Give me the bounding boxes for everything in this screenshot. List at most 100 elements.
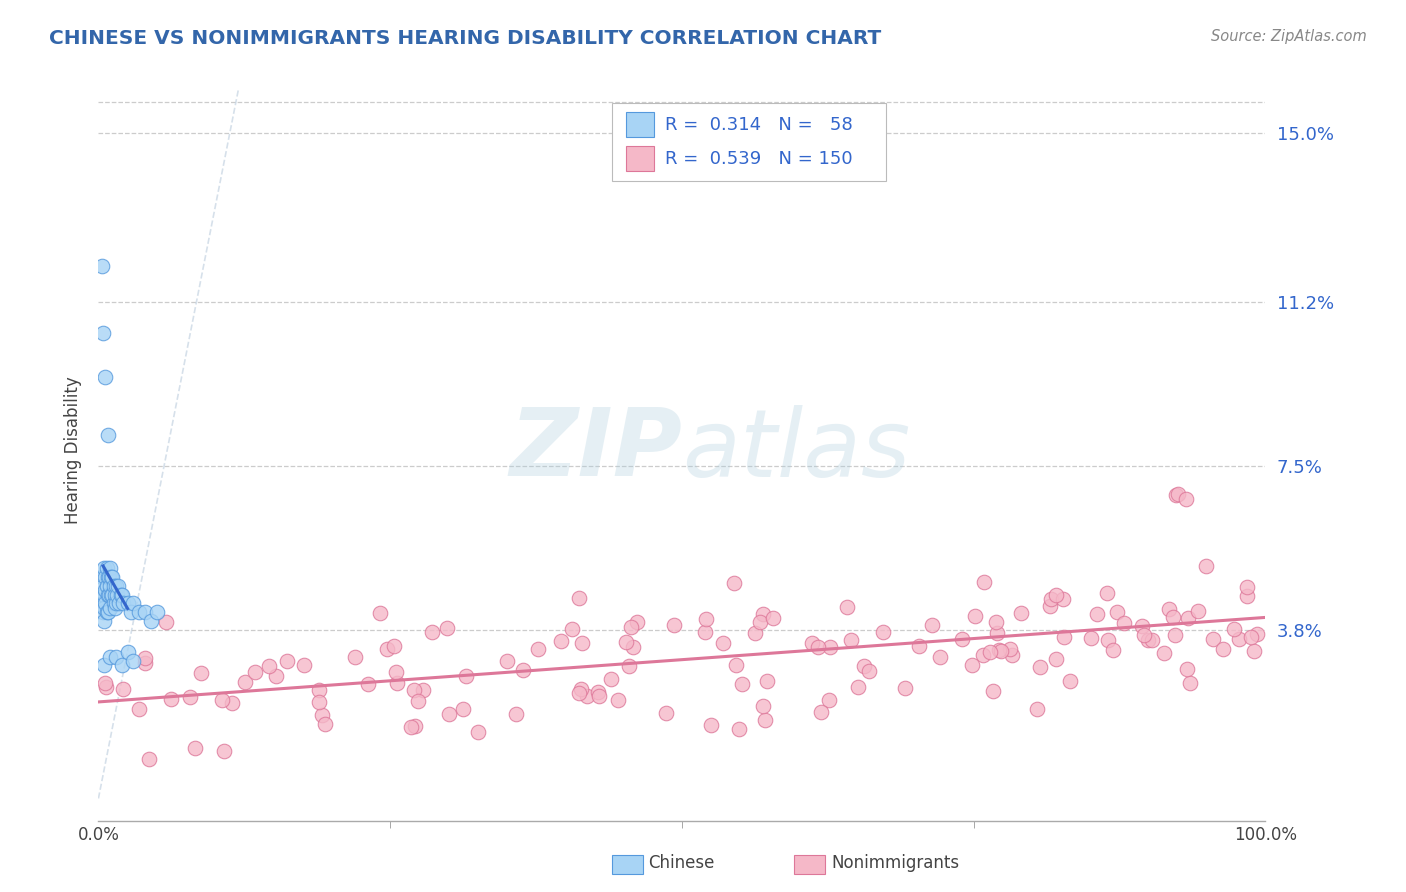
Point [1177,611,1199,625]
Point [981,684,1004,698]
Point [962,657,984,672]
Point [576,690,599,704]
Point [990,644,1012,658]
Point [94,583,117,598]
Point [117,596,139,610]
Point [292,657,315,672]
Point [810,705,832,719]
Point [1053,630,1076,644]
Point [190,665,212,680]
Point [179,690,201,704]
Point [93,614,115,628]
Point [846,680,869,694]
Point [1153,647,1175,661]
Point [620,620,643,634]
Point [1202,632,1225,646]
Point [94,570,117,584]
Point [1187,604,1209,618]
Point [800,636,823,650]
Point [1243,644,1265,658]
Point [820,640,842,655]
Point [308,695,330,709]
Point [94,596,117,610]
Point [921,618,943,632]
Point [727,722,749,736]
Point [100,570,122,584]
Point [1052,592,1074,607]
Point [588,690,610,704]
Point [752,607,775,622]
Point [107,579,129,593]
Point [134,656,156,670]
Point [184,740,207,755]
Point [731,677,754,691]
Point [972,648,994,662]
Point [1000,641,1022,656]
Point [399,720,422,734]
Point [264,669,287,683]
Point [1085,607,1108,621]
Point [872,625,894,640]
Point [662,618,685,632]
Point [723,576,745,591]
Point [97,588,120,602]
Point [550,634,572,648]
Point [98,649,121,664]
Point [1097,632,1119,647]
Point [451,702,474,716]
Point [986,615,1008,630]
Point [755,674,778,689]
Point [146,605,169,619]
Point [617,659,640,673]
Point [311,707,333,722]
Point [412,683,434,698]
Point [1236,580,1258,594]
Point [1132,628,1154,642]
Point [1167,487,1189,501]
Point [965,609,987,624]
Point [467,725,489,739]
Point [749,615,772,629]
Point [98,600,121,615]
Y-axis label: Hearing Disability: Hearing Disability [63,376,82,524]
Point [160,692,183,706]
Point [1223,623,1246,637]
Point [754,714,776,728]
Point [104,600,127,615]
Point [894,681,917,695]
Point [308,682,330,697]
Point [233,674,256,689]
Point [1001,648,1024,663]
Point [436,621,458,635]
Point [1177,662,1199,676]
Point [1240,630,1263,644]
Point [599,673,621,687]
Point [1114,615,1136,630]
Point [839,632,862,647]
Point [91,605,114,619]
Point [569,681,592,696]
Point [1059,674,1081,689]
Point [616,634,638,648]
Point [1130,619,1153,633]
Point [94,370,117,384]
Point [103,579,125,593]
Point [1045,588,1067,602]
Point [110,588,132,602]
Point [122,654,145,668]
Point [1045,652,1067,666]
Point [654,706,676,720]
Point [1140,633,1163,648]
Point [1039,599,1062,614]
Point [700,718,723,732]
Point [496,654,519,668]
Point [621,640,644,654]
Point [104,596,127,610]
Point [139,614,162,628]
Point [97,605,120,619]
Point [1010,607,1032,621]
Point [1039,592,1062,607]
Point [527,642,550,657]
Text: Nonimmigrants: Nonimmigrants [831,855,959,872]
Point [104,579,127,593]
